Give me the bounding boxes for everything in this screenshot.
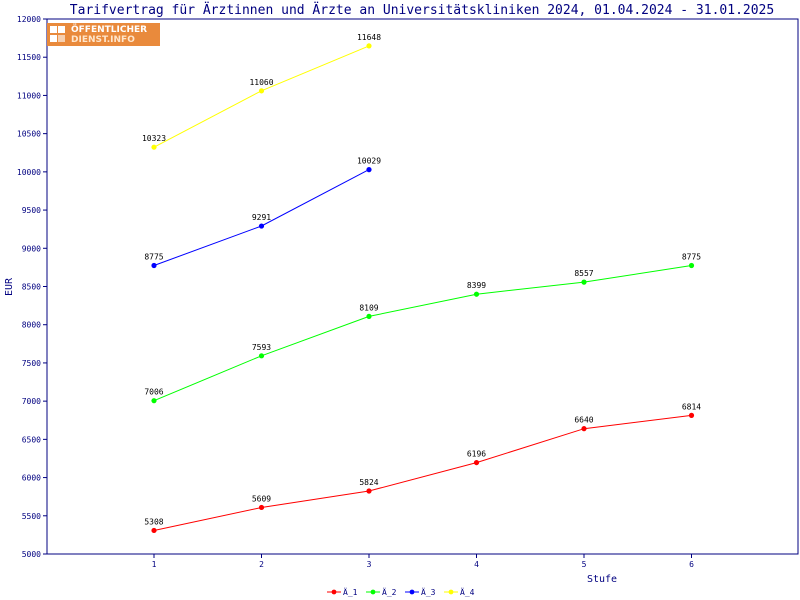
data-label: 11648: [357, 33, 381, 42]
data-point: [151, 398, 157, 404]
data-point: [581, 279, 587, 285]
data-label: 6814: [682, 402, 701, 411]
logo-line2: DIENST.INFO: [71, 34, 135, 45]
x-tick-label: 6: [689, 560, 694, 569]
y-axis: 5000 5500 6000 6500 7000 7500 8000 8500 9000 9500…: [17, 15, 47, 559]
y-tick-label: 10500: [17, 130, 41, 139]
data-label: 10029: [357, 157, 381, 166]
y-tick-label: 9500: [22, 206, 41, 215]
data-point: [581, 426, 587, 432]
legend-label: Ä_4: [460, 587, 475, 597]
y-tick-label: 5500: [22, 512, 41, 521]
data-point: [366, 167, 372, 173]
data-point: [258, 353, 265, 359]
series-line: [153, 265, 692, 402]
series-2: 7006 7593 8109 8399 8557 8775: [144, 252, 701, 404]
series-line: [153, 414, 692, 531]
logo-squares-icon: [47, 23, 69, 46]
data-point: [688, 412, 695, 418]
data-point: [473, 459, 480, 466]
y-tick-label: 6500: [22, 435, 41, 444]
data-label: 7006: [144, 388, 163, 397]
legend-item: Ä_1: [327, 587, 358, 597]
logo-line1: ÖFFENTLICHER: [71, 24, 148, 35]
plot-area: [46, 18, 799, 555]
data-label: 11060: [249, 78, 273, 87]
chart-title: Tarifvertrag für Ärztinnen und Ärzte an …: [70, 2, 774, 18]
data-label: 8399: [467, 281, 486, 290]
series-layer: 5308 5609 5824 6196 6640 6814 7006 7593 8109 8399…: [142, 33, 701, 534]
data-point: [258, 223, 265, 229]
legend-item: Ä_3: [405, 587, 436, 597]
x-tick-label: 4: [474, 560, 479, 569]
data-label: 9291: [252, 213, 271, 222]
legend-marker: [448, 589, 454, 595]
x-tick-label: 3: [367, 560, 372, 569]
legend-marker: [370, 589, 376, 595]
y-tick-label: 8000: [22, 321, 41, 330]
y-tick-label: 8500: [22, 283, 41, 292]
y-tick-label: 9000: [22, 244, 41, 253]
legend-item: Ä_2: [366, 587, 397, 597]
data-label: 8775: [682, 252, 701, 261]
data-point: [473, 291, 480, 297]
series-line: [153, 45, 370, 148]
x-tick-label: 5: [582, 560, 587, 569]
y-axis-label: EUR: [4, 277, 15, 296]
x-axis: 1 2 3 4 5 6: [152, 554, 694, 569]
y-tick-label: 5000: [22, 550, 41, 559]
x-tick-label: 1: [152, 560, 157, 569]
x-tick-label: 2: [259, 560, 264, 569]
data-point: [366, 488, 372, 494]
data-label: 6196: [467, 450, 486, 459]
data-label: 8109: [359, 303, 378, 312]
data-point: [151, 527, 157, 534]
legend-label: Ä_3: [421, 587, 436, 597]
data-label: 7593: [252, 343, 271, 352]
logo: ÖFFENTLICHER DIENST.INFO: [47, 23, 160, 46]
legend-marker: [409, 589, 415, 595]
data-point: [151, 144, 157, 150]
y-tick-label: 11500: [17, 53, 41, 62]
legend-item: Ä_4: [444, 587, 475, 597]
data-label: 8557: [574, 269, 593, 278]
data-label: 5824: [359, 478, 378, 487]
data-point: [366, 313, 372, 319]
legend-marker: [331, 589, 337, 595]
legend-label: Ä_2: [382, 587, 397, 597]
legend: Ä_1 Ä_2 Ä_3 Ä_4: [327, 587, 475, 597]
legend-label: Ä_1: [343, 587, 358, 597]
data-label: 6640: [574, 416, 593, 425]
data-label: 5609: [252, 494, 271, 503]
y-tick-label: 7500: [22, 359, 41, 368]
y-tick-label: 12000: [17, 15, 41, 24]
data-point: [688, 262, 695, 269]
y-tick-label: 7000: [22, 397, 41, 406]
series-3: 8775 9291 10029: [144, 157, 381, 269]
data-point: [151, 262, 157, 269]
data-point: [258, 88, 265, 94]
y-tick-label: 11000: [17, 91, 41, 100]
data-point: [366, 43, 372, 49]
y-tick-label: 6000: [22, 474, 41, 483]
series-4: 10323 11060 11648: [142, 33, 381, 150]
y-tick-label: 10000: [17, 168, 41, 177]
data-point: [258, 504, 265, 511]
series-1: 5308 5609 5824 6196 6640 6814: [144, 402, 701, 534]
data-label: 10323: [142, 134, 166, 143]
data-label: 8775: [144, 252, 163, 261]
x-axis-label: Stufe: [587, 574, 617, 585]
data-label: 5308: [144, 517, 163, 526]
